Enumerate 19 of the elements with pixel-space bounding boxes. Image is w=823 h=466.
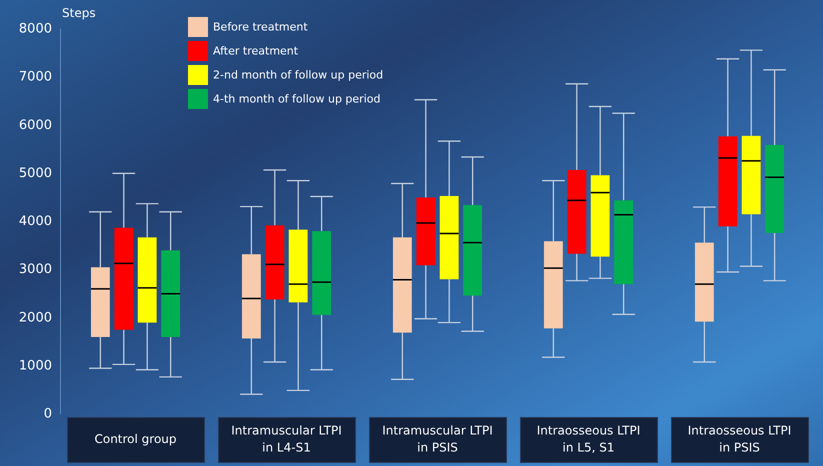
y-tick-label: 6000 — [18, 118, 52, 133]
x-tick-label: Intramuscular LTPI in L4-S1 — [231, 424, 342, 454]
y-tick-label: 8000 — [18, 22, 52, 36]
y-tick-label: 2000 — [18, 310, 52, 326]
x-tick-label: Intraosseous LTPI in PSIS — [688, 424, 792, 454]
y-tick-label: 1000 — [18, 358, 52, 374]
y-tick-label: 4000 — [18, 214, 52, 229]
y-tick-label: 3000 — [18, 262, 52, 278]
legend-label: Before treatment — [213, 20, 308, 34]
x-tick-label: Control group — [94, 432, 177, 446]
legend-label: 4-th month of follow up period — [213, 92, 380, 106]
y-axis-title: Steps — [62, 6, 96, 20]
y-tick-label: 5000 — [18, 166, 52, 181]
y-tick-label: 0 — [44, 406, 52, 422]
legend-label: After treatment — [213, 44, 299, 58]
legend-label: 2-nd month of follow up period — [213, 68, 384, 82]
x-tick-label: Intramuscular LTPI in PSIS — [382, 424, 493, 454]
x-tick-label: Intraosseous LTPI in L5, S1 — [536, 424, 640, 454]
y-tick-label: 7000 — [18, 70, 52, 85]
